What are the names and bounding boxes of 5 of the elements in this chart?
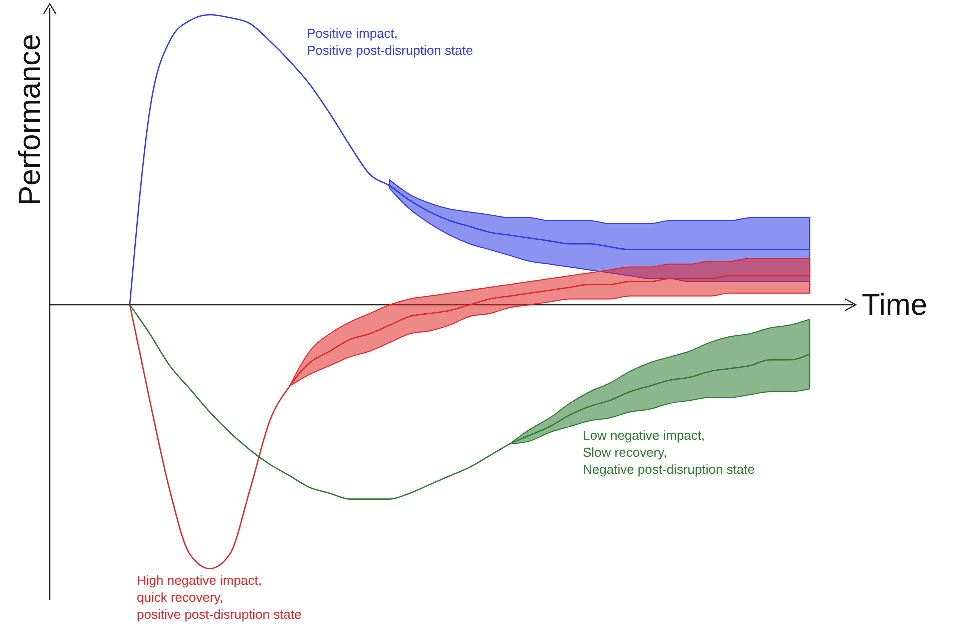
text: High negative impact, quick recovery, positive post-disruption state — [137, 573, 302, 622]
y-axis-title: Performance — [14, 34, 47, 206]
annotation: Low negative impact, Slow recovery, Negative post-disruption state — [583, 428, 755, 477]
annotation: Positive impact, Positive post-disruption state — [307, 26, 474, 58]
x-axis-title: Time — [862, 289, 928, 322]
